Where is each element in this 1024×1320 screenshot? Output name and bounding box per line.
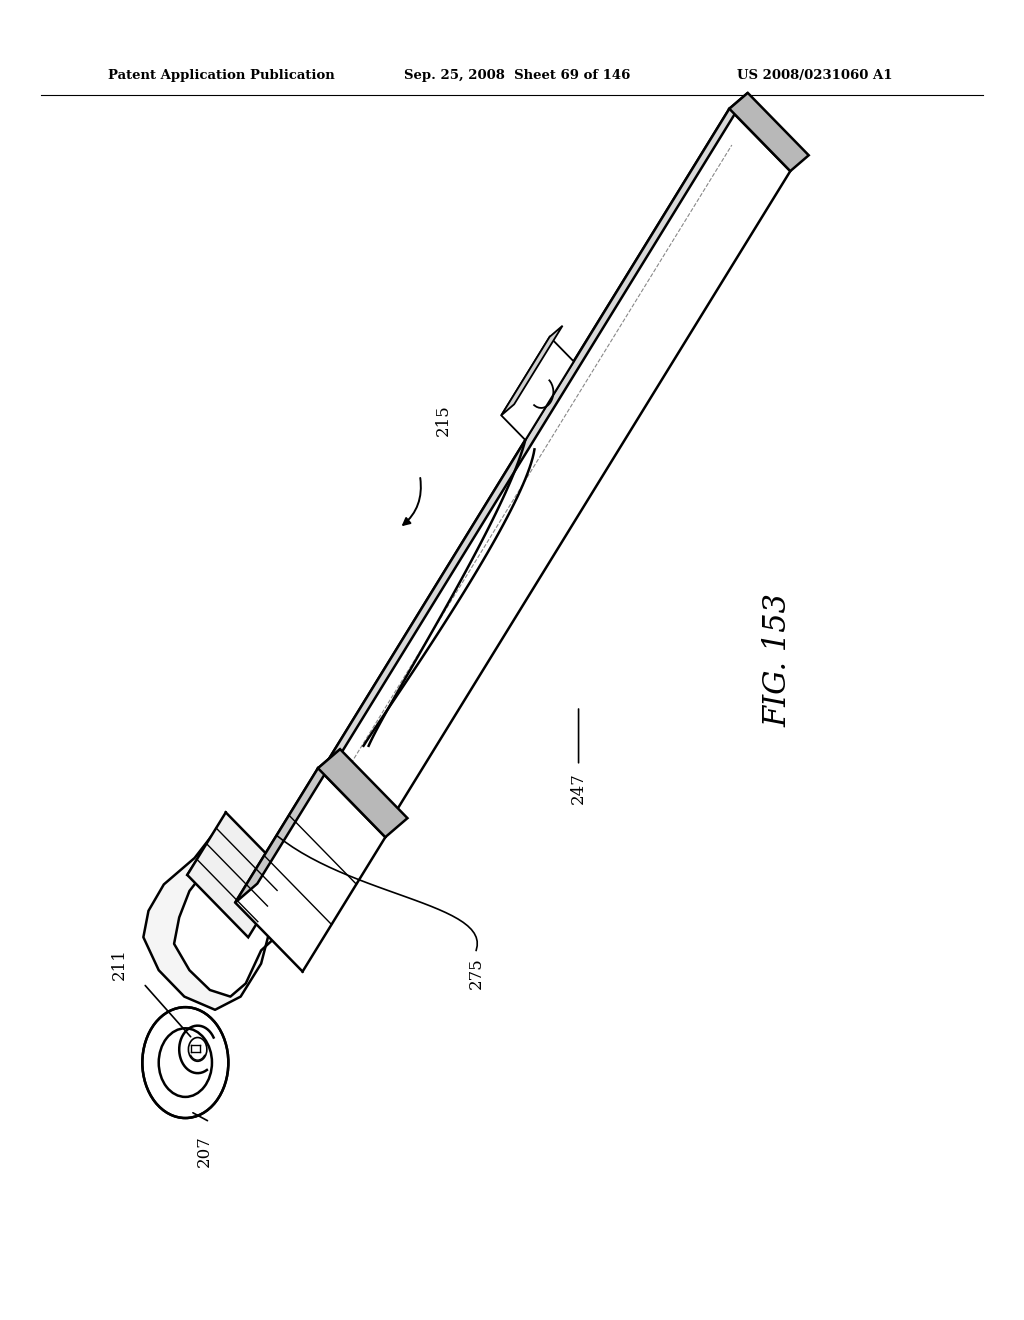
Polygon shape bbox=[280, 92, 748, 838]
Polygon shape bbox=[502, 326, 562, 416]
Polygon shape bbox=[280, 108, 791, 902]
Polygon shape bbox=[187, 812, 287, 937]
Circle shape bbox=[188, 1038, 207, 1061]
Text: US 2008/0231060 A1: US 2008/0231060 A1 bbox=[737, 69, 893, 82]
Text: Patent Application Publication: Patent Application Publication bbox=[108, 69, 334, 82]
Text: 275: 275 bbox=[468, 957, 484, 989]
Text: Sep. 25, 2008  Sheet 69 of 146: Sep. 25, 2008 Sheet 69 of 146 bbox=[404, 69, 631, 82]
Polygon shape bbox=[502, 337, 573, 440]
Text: 247: 247 bbox=[570, 772, 587, 804]
Polygon shape bbox=[236, 768, 385, 972]
FancyArrowPatch shape bbox=[403, 478, 421, 525]
Circle shape bbox=[142, 1007, 228, 1118]
Polygon shape bbox=[729, 92, 809, 172]
Polygon shape bbox=[318, 750, 408, 837]
Polygon shape bbox=[143, 812, 385, 1010]
Text: 207: 207 bbox=[197, 1135, 213, 1167]
Text: 215: 215 bbox=[435, 404, 453, 436]
Polygon shape bbox=[236, 750, 340, 903]
Text: FIG. 153: FIG. 153 bbox=[763, 593, 794, 727]
Text: 211: 211 bbox=[111, 948, 128, 979]
